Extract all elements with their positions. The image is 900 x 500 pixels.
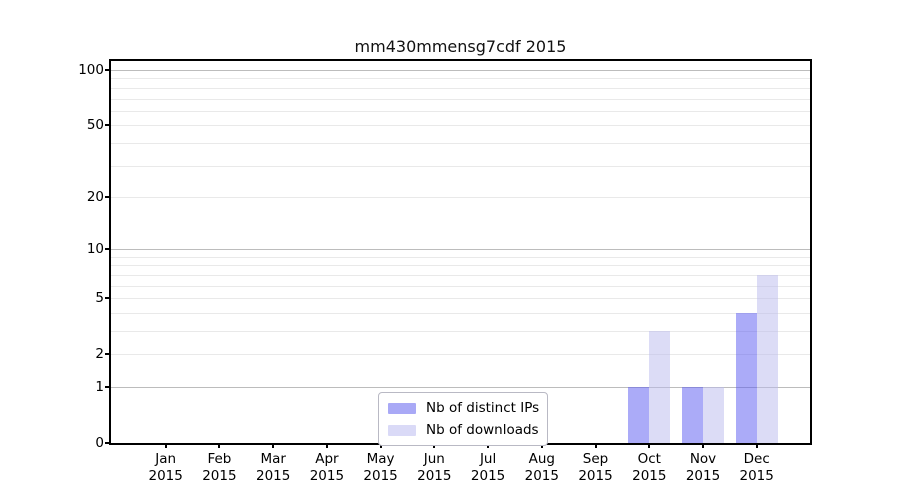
legend-swatch-icon [388,424,416,436]
x-tick-month: Aug [528,451,555,467]
x-tick-month: Dec [743,451,770,467]
y-tick-100 [105,69,111,71]
x-tick-oct [648,443,651,448]
x-tick-dec [755,443,758,448]
gridline-y-50 [111,125,810,127]
bar-distinct-ips-oct-2015 [628,387,650,443]
x-tick-label-jan: Jan 2015 [136,451,196,485]
x-tick-month: Mar [260,451,286,467]
y-tick-20 [105,195,111,198]
x-tick-feb [218,443,221,448]
legend-swatch-icon [388,402,416,414]
bar-distinct-ips-nov-2015 [682,387,703,443]
legend-label: Nb of distinct IPs [426,400,540,416]
x-tick-sep [594,443,597,448]
legend-box: Nb of distinct IPs Nb of downloads [378,392,548,446]
x-tick-month: Apr [315,451,339,467]
x-tick-month: Feb [207,451,232,467]
gridline-y-60 [111,110,810,112]
gridline-y-70 [111,98,810,100]
x-tick-year: 2015 [363,468,398,484]
x-tick-nov [702,443,704,448]
gridline-y-6 [111,285,810,287]
y-tick-label-10: 10 [86,241,104,258]
gridline-y-100 [111,70,810,71]
gridline-y-40 [111,142,810,144]
gridline-y-2 [111,354,810,356]
x-tick-year: 2015 [470,468,506,484]
x-tick-year: 2015 [739,468,774,484]
x-tick-label-sep: Sep 2015 [566,451,626,485]
legend-label: Nb of downloads [426,422,539,438]
chart-title: mm430mmensg7cdf 2015 [354,37,567,56]
x-tick-apr [325,443,328,448]
x-tick-year: 2015 [202,468,237,484]
x-tick-jan [164,443,167,448]
x-tick-month: Sep [582,451,609,467]
gridline-y-30 [111,165,810,167]
bar-downloads-oct-2015 [649,331,671,443]
y-tick-label-100: 100 [78,62,104,78]
y-tick-10 [105,248,111,251]
x-tick-label-oct: Oct 2015 [619,451,679,485]
y-tick-label-2: 2 [95,346,104,363]
x-tick-month: Jul [479,451,497,467]
gridline-y-8 [111,265,810,267]
x-tick-label-may: May 2015 [351,451,411,485]
bar-downloads-nov-2015 [703,387,724,443]
gridline-y-20 [111,196,810,198]
y-tick-50 [105,124,111,127]
bar-downloads-dec-2015 [756,274,778,443]
legend-item-0: Nb of distinct IPs [388,400,540,416]
y-tick-label-0: 0 [95,435,104,451]
gridline-y-80 [111,87,810,89]
y-tick-0 [105,442,111,444]
x-tick-label-feb: Feb 2015 [189,451,249,485]
gridline-y-1 [111,387,810,388]
x-tick-label-mar: Mar 2015 [243,451,303,485]
x-tick-year: 2015 [417,468,452,484]
x-tick-month: Jun [423,451,445,467]
x-tick-year: 2015 [256,468,291,484]
x-tick-month: Jan [155,451,177,467]
legend-item-1: Nb of downloads [388,422,539,438]
gridline-y-7 [111,274,810,276]
x-tick-mar [272,443,275,448]
y-tick-5 [105,297,111,300]
gridline-y-4 [111,312,810,314]
y-tick-label-20: 20 [86,188,104,205]
gridline-y-9 [111,256,810,258]
y-tick-label-50: 50 [86,117,104,134]
gridline-y-5 [111,298,810,300]
x-tick-year: 2015 [524,468,559,484]
x-tick-year: 2015 [309,468,345,484]
y-tick-1 [105,386,111,388]
y-tick-label-5: 5 [95,290,104,307]
x-tick-year: 2015 [578,468,613,484]
x-tick-label-jun: Jun 2015 [404,451,464,485]
x-tick-year: 2015 [632,468,667,484]
gridline-y-10 [111,249,810,251]
y-tick-label-1: 1 [95,379,104,395]
x-tick-label-nov: Nov 2015 [673,451,733,485]
x-tick-month: May [366,451,395,467]
x-tick-label-jul: Jul 2015 [458,451,518,485]
x-tick-year: 2015 [148,468,183,484]
x-tick-label-aug: Aug 2015 [512,451,572,485]
gridline-y-90 [111,78,810,80]
x-tick-year: 2015 [685,468,721,484]
y-tick-2 [105,353,111,356]
bar-distinct-ips-dec-2015 [735,312,757,443]
x-tick-month: Nov [689,451,717,467]
x-tick-label-apr: Apr 2015 [297,451,357,485]
gridline-y-3 [111,331,810,332]
plot-area [109,59,812,445]
x-tick-month: Oct [637,451,661,467]
x-tick-label-dec: Dec 2015 [727,451,787,485]
